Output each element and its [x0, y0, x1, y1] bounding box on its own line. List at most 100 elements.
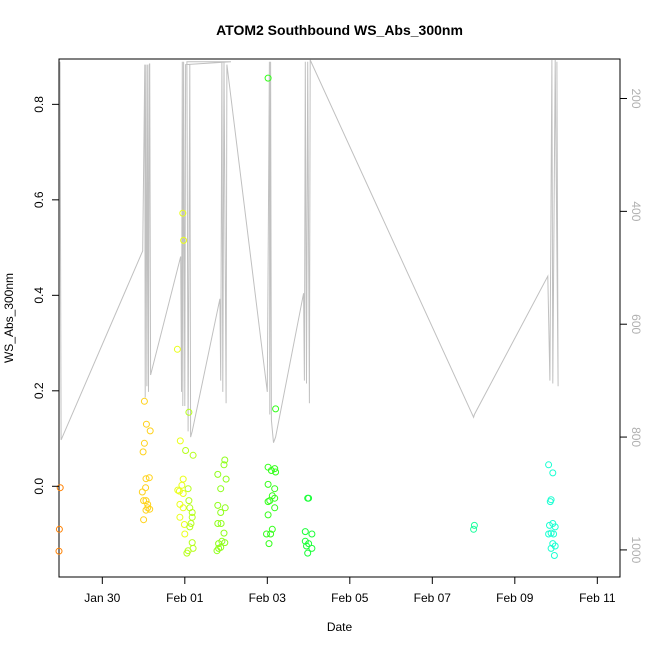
data-point — [55, 525, 63, 533]
data-point — [142, 420, 150, 428]
x-tick-label: Jan 30 — [84, 591, 120, 605]
data-point — [221, 456, 229, 464]
data-point — [184, 485, 192, 493]
data-point — [174, 486, 182, 494]
data-point — [271, 485, 279, 493]
x-tick-label: Feb 09 — [496, 591, 534, 605]
x-axis-title: Date — [327, 620, 353, 634]
data-point — [549, 469, 557, 477]
data-point — [181, 530, 189, 538]
data-point — [187, 520, 195, 527]
data-point — [145, 474, 153, 482]
x-tick-label: Feb 07 — [414, 591, 452, 605]
data-point — [222, 475, 230, 483]
data-point — [176, 500, 184, 508]
data-point — [142, 475, 150, 483]
y2-tick-label: 400 — [629, 201, 643, 221]
data-point — [263, 530, 270, 538]
data-point — [264, 463, 272, 471]
data-point — [272, 468, 280, 476]
data-point — [185, 408, 193, 416]
data-point — [545, 461, 553, 469]
y-tick-label: 0.6 — [32, 191, 46, 208]
data-point — [179, 490, 187, 497]
data-point — [189, 451, 197, 459]
y2-tick-label: 600 — [629, 314, 643, 334]
y2-tick-label: 1000 — [629, 537, 643, 564]
data-point — [305, 494, 313, 502]
data-point — [142, 506, 150, 514]
data-point — [180, 236, 188, 244]
data-point — [140, 497, 148, 505]
data-point — [188, 509, 196, 516]
data-point — [266, 497, 274, 505]
data-point — [185, 497, 193, 505]
y-axis: 0.0 0.2 0.4 0.6 0.8 — [32, 96, 59, 495]
data-point — [220, 461, 228, 469]
data-point — [56, 484, 64, 492]
data-point — [264, 498, 272, 506]
data-point — [265, 540, 273, 548]
chart-title: ATOM2 Southbound WS_Abs_300nm — [216, 22, 463, 38]
data-point — [308, 530, 316, 538]
x-tick-label: Feb 11 — [579, 591, 616, 605]
data-point — [217, 509, 225, 516]
data-point — [470, 525, 478, 533]
y-tick-label: 0.2 — [32, 382, 46, 399]
data-point — [551, 523, 559, 531]
data-point — [182, 447, 190, 454]
y-tick-label: 0.8 — [32, 96, 46, 113]
points-layer — [55, 74, 559, 559]
y-axis-title: WS_Abs_300nm — [2, 273, 16, 363]
y-tick-label: 0.4 — [32, 287, 46, 304]
data-point — [264, 74, 272, 82]
data-point — [213, 547, 221, 555]
y2-tick-label: 200 — [629, 88, 643, 108]
data-point — [179, 209, 187, 217]
data-point — [146, 427, 154, 435]
data-point — [550, 552, 558, 559]
data-point — [217, 520, 225, 527]
data-point — [214, 501, 222, 509]
data-point — [179, 475, 187, 483]
y2-axis: 200 400 600 800 1000 — [620, 88, 643, 564]
data-point — [179, 504, 187, 512]
data-point — [173, 345, 181, 353]
data-point — [220, 529, 228, 537]
data-point — [142, 497, 150, 505]
x-tick-label: Feb 01 — [166, 591, 204, 605]
data-point — [214, 470, 222, 478]
x-tick-label: Feb 05 — [331, 591, 369, 605]
x-tick-label: Feb 03 — [249, 591, 287, 605]
data-point — [188, 539, 196, 547]
data-point — [176, 437, 184, 445]
data-point — [140, 516, 148, 524]
data-point — [272, 405, 280, 413]
y-tick-label: 0.0 — [32, 478, 46, 495]
data-point — [217, 485, 225, 493]
data-point — [301, 528, 309, 536]
data-point — [271, 504, 279, 512]
x-axis: Jan 30 Feb 01 Feb 03 Feb 05 Feb 07 Feb 09 Feb … — [84, 577, 616, 605]
data-point — [264, 511, 272, 519]
data-point — [268, 525, 276, 533]
data-point — [176, 513, 184, 521]
data-point — [546, 498, 554, 506]
data-point — [142, 484, 150, 492]
data-point — [146, 505, 154, 513]
data-point — [178, 481, 186, 489]
data-point — [304, 549, 312, 557]
data-point — [214, 520, 222, 527]
data-point — [264, 480, 272, 488]
altitude-line-layer — [59, 59, 559, 443]
data-point — [138, 488, 146, 496]
data-point — [470, 521, 478, 529]
data-point — [550, 530, 558, 538]
data-point — [139, 448, 147, 456]
data-point — [545, 530, 553, 538]
data-point — [267, 467, 275, 474]
data-point — [186, 523, 194, 531]
y2-tick-label: 800 — [629, 427, 643, 447]
data-point — [221, 504, 229, 512]
